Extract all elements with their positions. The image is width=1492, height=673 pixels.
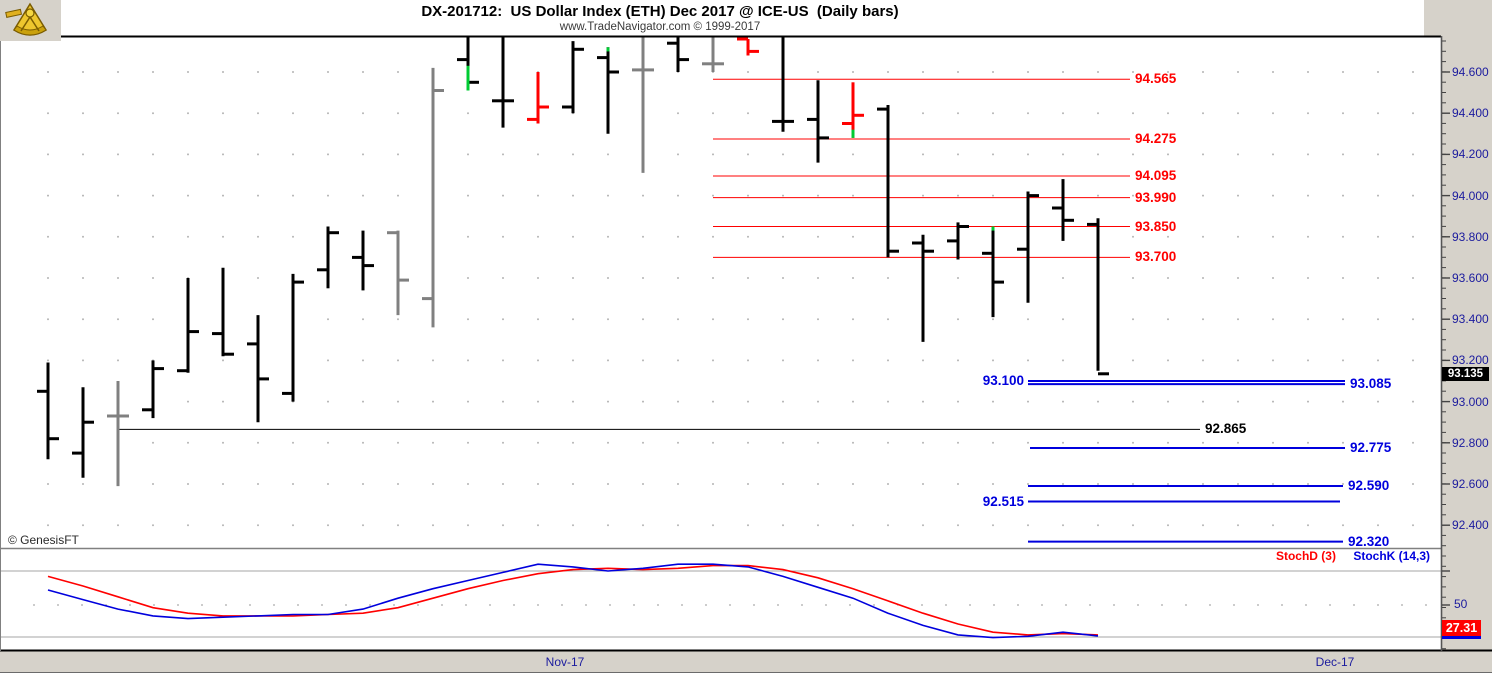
stochastic-panel [47, 563, 1099, 639]
stochd-line [47, 564, 1099, 636]
level-label-94.565: 94.565 [1135, 71, 1177, 87]
ohlc-bar[interactable] [632, 33, 654, 173]
price-axis-label: 92.400 [1452, 518, 1489, 533]
price-axis-column[interactable] [1442, 0, 1492, 673]
price-axis-label: 94.600 [1452, 65, 1489, 79]
indicator-legend: StochD (3) StochK (14,3) [1262, 549, 1430, 563]
ohlc-bar[interactable] [772, 37, 794, 132]
level-label-93.700: 93.700 [1135, 249, 1177, 265]
level-label-92.865: 92.865 [1205, 421, 1247, 437]
price-axis-label: 94.000 [1452, 188, 1489, 203]
level-label-93.085: 93.085 [1350, 376, 1392, 392]
ohlc-bar[interactable] [597, 47, 619, 134]
tradenavigator-logo [0, 0, 61, 41]
ohlc-bar[interactable] [212, 267, 234, 357]
ohlc-bar[interactable] [877, 105, 899, 258]
legend-stochd[interactable]: StochD (3) [1275, 549, 1336, 563]
level-label-93.990: 93.990 [1135, 189, 1177, 205]
level-label-93.100: 93.100 [982, 373, 1024, 388]
ohlc-bar[interactable] [107, 381, 129, 487]
chart-header: DX-201712: US Dollar Index (ETH) Dec 201… [0, 0, 1320, 33]
ohlc-bar[interactable] [492, 37, 514, 128]
ohlc-bar[interactable] [527, 72, 549, 124]
ohlc-bar[interactable] [807, 80, 829, 163]
price-axis-label: 93.800 [1452, 229, 1489, 244]
titlebar-corner [1424, 0, 1492, 36]
ohlc-bar[interactable] [37, 362, 59, 460]
ohlc-bar[interactable] [842, 82, 864, 138]
price-axis-label: 93.200 [1452, 353, 1489, 368]
level-label-94.275: 94.275 [1135, 130, 1177, 146]
last-price-badge: 93.135 [1442, 367, 1489, 381]
price-axis-label: 94.400 [1452, 106, 1489, 121]
genesis-watermark: © GenesisFT [8, 533, 79, 547]
ohlc-bar[interactable] [982, 226, 1004, 318]
level-label-92.515: 92.515 [982, 493, 1024, 509]
ohlc-bar[interactable] [737, 37, 759, 56]
level-label-92.590: 92.590 [1348, 478, 1390, 494]
legend-stochk[interactable]: StochK (14,3) [1353, 549, 1430, 563]
ohlc-bar[interactable] [422, 67, 444, 328]
ohlc-bar[interactable] [142, 360, 164, 419]
stochk-line [47, 563, 1099, 639]
price-axis-label: 93.600 [1452, 271, 1489, 285]
price-axis-label: 92.800 [1452, 435, 1489, 450]
ohlc-bar[interactable] [912, 234, 934, 342]
price-bars [37, 33, 1109, 487]
ohlc-bar[interactable] [702, 35, 724, 72]
ohlc-bar[interactable] [1087, 218, 1109, 376]
ohlc-bar[interactable] [352, 230, 374, 291]
ohlc-bar[interactable] [562, 41, 584, 114]
x-axis-label: Nov-17 [545, 655, 585, 669]
level-label-94.095: 94.095 [1135, 168, 1177, 184]
x-axis-label: Dec-17 [1315, 655, 1355, 669]
chart-subtitle: www.TradeNavigator.com © 1999-2017 [559, 21, 761, 33]
level-label-92.320: 92.320 [1348, 533, 1390, 549]
price-axis-label: 94.200 [1452, 147, 1489, 162]
price-axis-label: 92.600 [1452, 477, 1489, 491]
ohlc-bar[interactable] [387, 230, 409, 316]
ohlc-bar[interactable] [247, 315, 269, 423]
price-levels [118, 78, 1345, 543]
stoch-mid-axis-label: 50 [1454, 597, 1468, 611]
ohlc-bar[interactable] [667, 33, 689, 72]
chart-title: DX-201712: US Dollar Index (ETH) Dec 201… [421, 3, 899, 20]
price-axis-label: 93.400 [1452, 312, 1489, 327]
stoch-badge-underline [1442, 636, 1481, 639]
price-axis-label: 93.000 [1452, 394, 1489, 409]
level-label-92.775: 92.775 [1350, 439, 1392, 455]
ohlc-bar[interactable] [282, 273, 304, 402]
ohlc-bar[interactable] [1052, 179, 1074, 241]
stoch-value-badge: 27.31 [1442, 620, 1481, 636]
ohlc-bar[interactable] [177, 278, 199, 373]
ohlc-bar[interactable] [947, 222, 969, 260]
ohlc-bar[interactable] [317, 226, 339, 289]
ohlc-bar[interactable] [72, 387, 94, 478]
level-label-93.850: 93.850 [1135, 218, 1177, 234]
ohlc-bar[interactable] [1017, 191, 1039, 303]
ohlc-bar[interactable] [457, 35, 479, 91]
price-axis-ticks [1442, 40, 1450, 650]
